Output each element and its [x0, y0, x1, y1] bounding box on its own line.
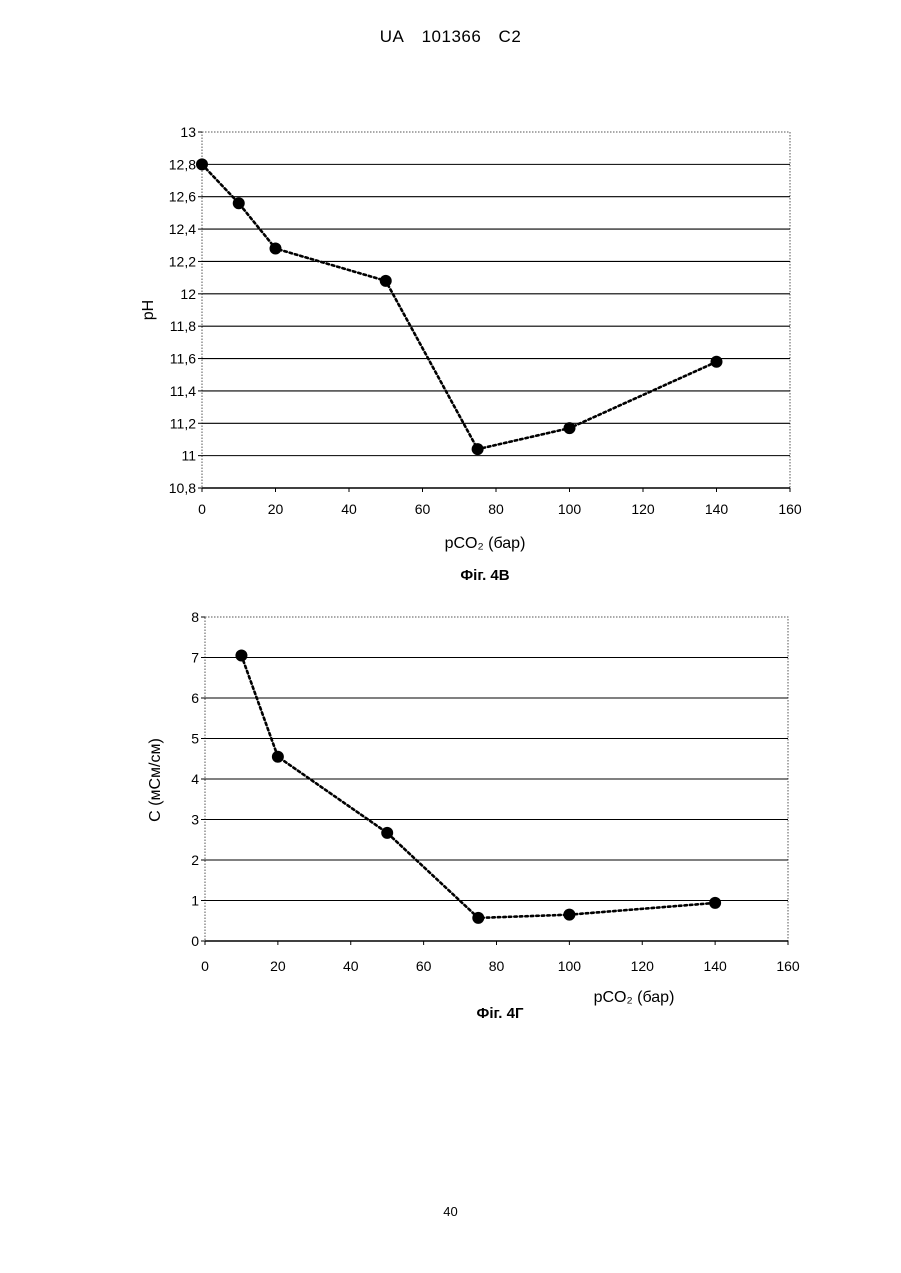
x-tick-label: 60: [415, 501, 431, 517]
x-tick-label: 160: [778, 501, 802, 517]
y-tick-label: 11,8: [170, 318, 196, 334]
y-tick-label: 2: [191, 852, 199, 868]
y-axis-label: pH: [140, 300, 157, 320]
series-line: [202, 164, 717, 449]
y-tick-label: 12: [180, 286, 196, 302]
data-point: [472, 443, 484, 455]
plot-area: [202, 132, 790, 488]
x-tick-label: 100: [558, 501, 582, 517]
data-point: [235, 649, 247, 661]
x-tick-label: 120: [631, 501, 655, 517]
y-tick-label: 12,8: [169, 156, 196, 172]
y-tick-label: 0: [191, 933, 199, 949]
y-tick-label: 5: [191, 731, 199, 747]
header-country: UA: [380, 27, 405, 46]
x-tick-label: 40: [341, 501, 357, 517]
x-tick-label: 80: [488, 501, 504, 517]
y-tick-label: 6: [191, 690, 199, 706]
data-point: [380, 275, 392, 287]
y-tick-label: 10,8: [169, 480, 196, 496]
figure-caption: Фіг. 4В: [460, 567, 509, 584]
chart-conductivity: 012345678020406080100120140160pCO₂ (бар)…: [0, 600, 901, 1030]
page-number: 40: [0, 1204, 901, 1219]
x-tick-label: 140: [705, 501, 729, 517]
data-point: [272, 751, 284, 763]
x-tick-label: 80: [489, 958, 505, 974]
y-tick-label: 12,2: [169, 253, 196, 269]
header-number: 101366: [422, 27, 482, 46]
x-tick-label: 0: [198, 501, 206, 517]
y-tick-label: 4: [191, 771, 199, 787]
y-tick-label: 3: [191, 812, 199, 828]
data-point: [563, 909, 575, 921]
x-tick-label: 20: [268, 501, 284, 517]
data-point: [233, 197, 245, 209]
x-tick-label: 160: [776, 958, 800, 974]
y-tick-label: 11,6: [170, 351, 196, 367]
figure-caption: Фіг. 4Г: [477, 1005, 524, 1022]
x-axis-label: pCO₂ (бар): [445, 535, 526, 552]
y-tick-label: 13: [180, 124, 196, 140]
x-axis-label: pCO₂ (бар): [594, 989, 675, 1006]
data-point: [381, 827, 393, 839]
header-kind: C2: [499, 27, 522, 46]
x-tick-label: 0: [201, 958, 209, 974]
series-line: [241, 655, 715, 917]
x-tick-label: 100: [558, 958, 582, 974]
y-axis-label: C (мСм/см): [147, 738, 164, 822]
data-point: [711, 356, 723, 368]
y-tick-label: 12,4: [169, 221, 196, 237]
chart-ph: 10,8 11 11,2 11,4 11,6 11,8 12 12,2 12,4 12,6 12,8…: [0, 120, 901, 590]
x-tick-label: 20: [270, 958, 286, 974]
y-tick-label: 1: [191, 893, 199, 909]
document-header: UA 101366 C2: [0, 27, 901, 47]
data-point: [709, 897, 721, 909]
data-point: [564, 422, 576, 434]
y-tick-label: 11,4: [170, 383, 196, 399]
y-tick-label: 11: [181, 448, 196, 464]
x-tick-label: 120: [631, 958, 655, 974]
x-tick-label: 40: [343, 958, 359, 974]
y-tick-label: 12,6: [169, 189, 196, 205]
y-tick-label: 11,2: [170, 415, 196, 431]
data-point: [196, 158, 208, 170]
data-point: [472, 912, 484, 924]
x-tick-label: 60: [416, 958, 432, 974]
y-tick-label: 7: [191, 650, 199, 666]
y-tick-label: 8: [191, 609, 199, 625]
x-tick-label: 140: [703, 958, 727, 974]
data-point: [270, 243, 282, 255]
